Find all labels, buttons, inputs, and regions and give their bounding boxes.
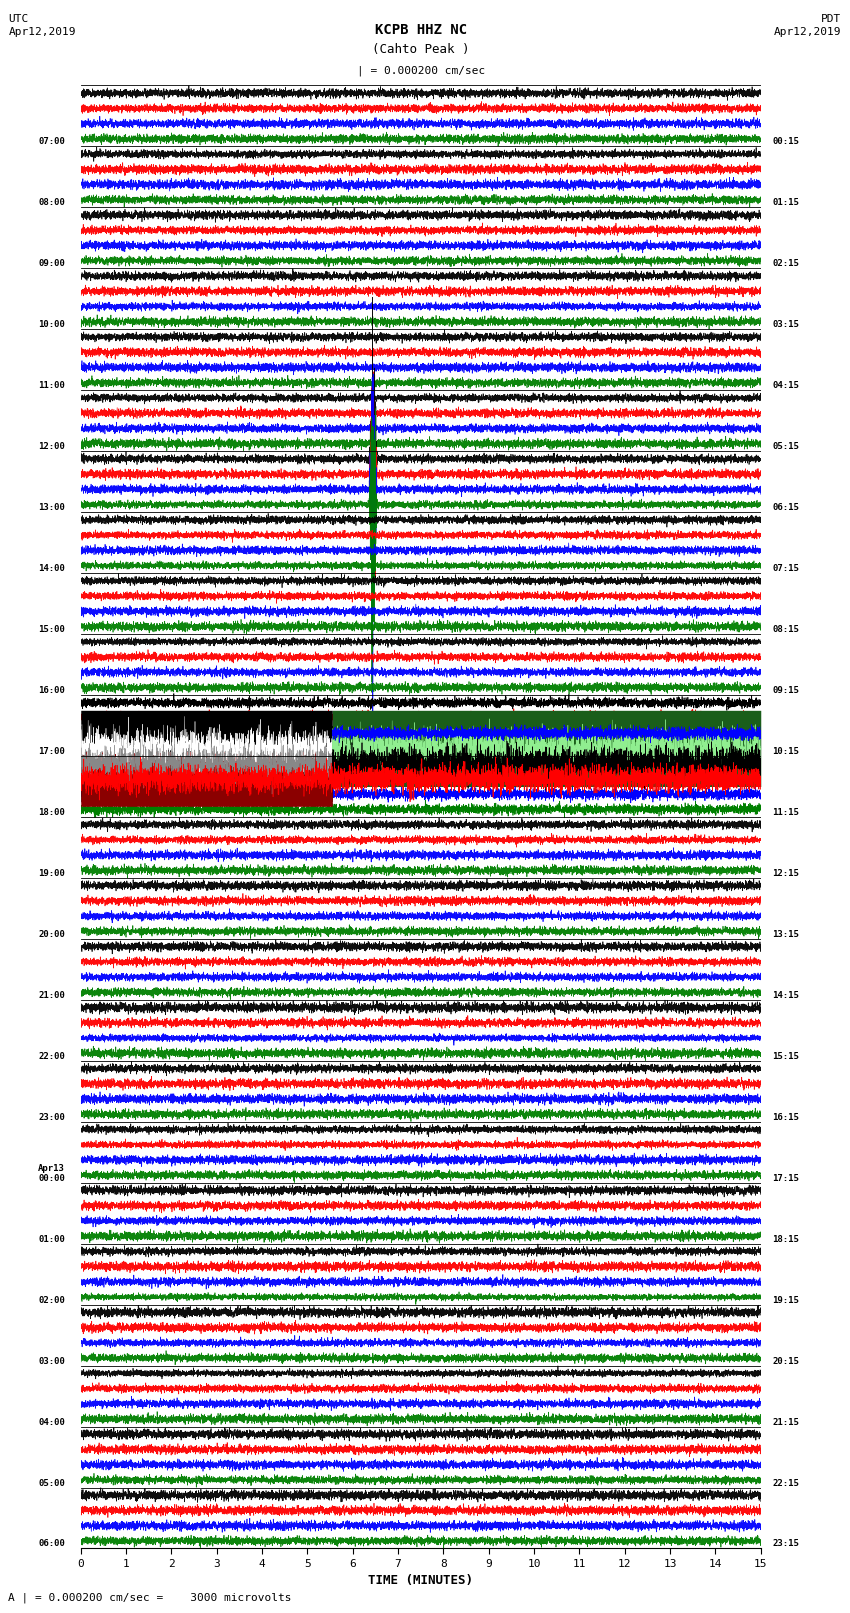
Text: 06:15: 06:15 <box>772 503 799 513</box>
Text: 12:15: 12:15 <box>772 869 799 877</box>
Text: 15:00: 15:00 <box>38 626 65 634</box>
Text: 09:15: 09:15 <box>772 686 799 695</box>
Text: 15:15: 15:15 <box>772 1052 799 1061</box>
Text: 04:00: 04:00 <box>38 1418 65 1426</box>
Text: 18:00: 18:00 <box>38 808 65 818</box>
Text: PDT
Apr12,2019: PDT Apr12,2019 <box>774 15 842 37</box>
Text: 07:00: 07:00 <box>38 137 65 147</box>
Text: 11:15: 11:15 <box>772 808 799 818</box>
Text: 23:15: 23:15 <box>772 1539 799 1548</box>
Text: 16:15: 16:15 <box>772 1113 799 1121</box>
Text: 05:15: 05:15 <box>772 442 799 452</box>
Text: 09:00: 09:00 <box>38 260 65 268</box>
Text: 01:00: 01:00 <box>38 1234 65 1244</box>
Text: 14:15: 14:15 <box>772 990 799 1000</box>
Text: 19:00: 19:00 <box>38 869 65 877</box>
Text: | = 0.000200 cm/sec: | = 0.000200 cm/sec <box>357 65 484 76</box>
Text: 06:00: 06:00 <box>38 1539 65 1548</box>
Text: 03:15: 03:15 <box>772 321 799 329</box>
Text: 19:15: 19:15 <box>772 1295 799 1305</box>
Text: 02:15: 02:15 <box>772 260 799 268</box>
Text: 08:15: 08:15 <box>772 626 799 634</box>
Text: A | = 0.000200 cm/sec =    3000 microvolts: A | = 0.000200 cm/sec = 3000 microvolts <box>8 1592 292 1603</box>
Text: 16:00: 16:00 <box>38 686 65 695</box>
Text: UTC
Apr12,2019: UTC Apr12,2019 <box>8 15 76 37</box>
Text: 11:00: 11:00 <box>38 381 65 390</box>
Text: 18:15: 18:15 <box>772 1234 799 1244</box>
Text: Apr13
00:00: Apr13 00:00 <box>38 1165 65 1182</box>
Text: 08:00: 08:00 <box>38 198 65 208</box>
Text: KCPB HHZ NC: KCPB HHZ NC <box>375 23 467 37</box>
X-axis label: TIME (MINUTES): TIME (MINUTES) <box>368 1574 473 1587</box>
Text: 02:00: 02:00 <box>38 1295 65 1305</box>
Text: 10:15: 10:15 <box>772 747 799 756</box>
Text: 12:00: 12:00 <box>38 442 65 452</box>
Text: 21:15: 21:15 <box>772 1418 799 1426</box>
Text: 01:15: 01:15 <box>772 198 799 208</box>
Text: 21:00: 21:00 <box>38 990 65 1000</box>
Text: 00:15: 00:15 <box>772 137 799 147</box>
Text: 20:15: 20:15 <box>772 1357 799 1366</box>
Text: 13:00: 13:00 <box>38 503 65 513</box>
Text: 22:15: 22:15 <box>772 1479 799 1487</box>
Text: 14:00: 14:00 <box>38 565 65 573</box>
Text: 17:00: 17:00 <box>38 747 65 756</box>
Text: (Cahto Peak ): (Cahto Peak ) <box>372 44 469 56</box>
Text: 07:15: 07:15 <box>772 565 799 573</box>
Text: 13:15: 13:15 <box>772 931 799 939</box>
Text: 03:00: 03:00 <box>38 1357 65 1366</box>
Text: 22:00: 22:00 <box>38 1052 65 1061</box>
Text: 17:15: 17:15 <box>772 1174 799 1182</box>
Text: 10:00: 10:00 <box>38 321 65 329</box>
Text: 05:00: 05:00 <box>38 1479 65 1487</box>
Text: 20:00: 20:00 <box>38 931 65 939</box>
Text: 23:00: 23:00 <box>38 1113 65 1121</box>
Text: 04:15: 04:15 <box>772 381 799 390</box>
